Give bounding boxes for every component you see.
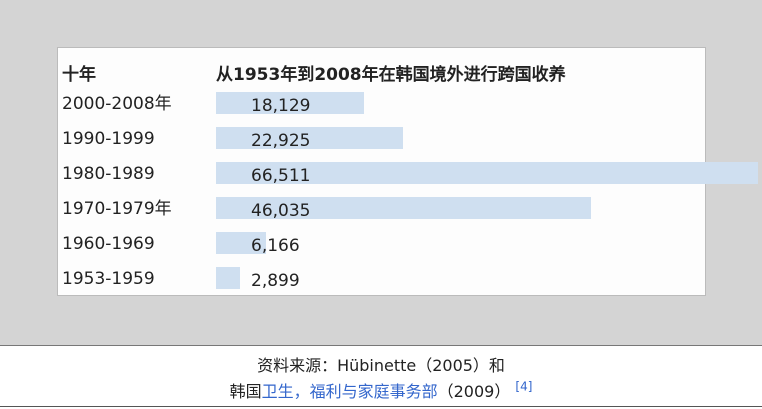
decade-label: 1980-1989 [62, 164, 155, 184]
ministry-link[interactable]: 卫生，福利与家庭事务部 [261, 382, 438, 401]
decade-label: 1960-1969 [62, 234, 155, 254]
table-row: 1953-1959 2,899 [58, 267, 762, 291]
bar [216, 267, 240, 289]
table-row: 1970-1979年 46,035 [58, 197, 762, 221]
table-row: 1960-1969 6,166 [58, 232, 762, 256]
bar [216, 127, 403, 149]
value-label: 22,925 [251, 131, 311, 151]
decade-label: 1953-1959 [62, 269, 155, 289]
table-row: 2000-2008年 18,129 [58, 92, 762, 116]
chart-area: 十年 从1953年到2008年在韩国境外进行跨国收养 2000-2008年 18… [0, 0, 762, 346]
caption-year: （2009） [437, 382, 511, 401]
bar [216, 232, 267, 254]
value-label: 6,166 [251, 236, 300, 256]
divider [0, 406, 762, 407]
bar [216, 92, 364, 114]
caption-text: 韩国 [229, 382, 262, 401]
table-row: 1980-1989 66,511 [58, 162, 762, 186]
decade-label: 1970-1979年 [62, 199, 172, 219]
header-decade: 十年 [62, 65, 96, 85]
bar [216, 197, 592, 219]
value-label: 2,899 [251, 271, 300, 291]
value-label: 46,035 [251, 201, 311, 221]
decade-label: 1990-1999 [62, 129, 155, 149]
caption-line2: 韩国卫生，福利与家庭事务部（2009） [4] [0, 378, 762, 402]
value-label: 66,511 [251, 166, 311, 186]
header-adoptions: 从1953年到2008年在韩国境外进行跨国收养 [216, 65, 566, 85]
data-table: 十年 从1953年到2008年在韩国境外进行跨国收养 2000-2008年 18… [57, 47, 758, 296]
caption-line1: 资料来源：Hübinette（2005）和 [257, 356, 505, 375]
decade-label: 2000-2008年 [62, 94, 172, 114]
bar [216, 162, 758, 184]
table-row: 1990-1999 22,925 [58, 127, 762, 151]
reference-link[interactable]: [4] [515, 379, 533, 394]
value-label: 18,129 [251, 96, 311, 116]
